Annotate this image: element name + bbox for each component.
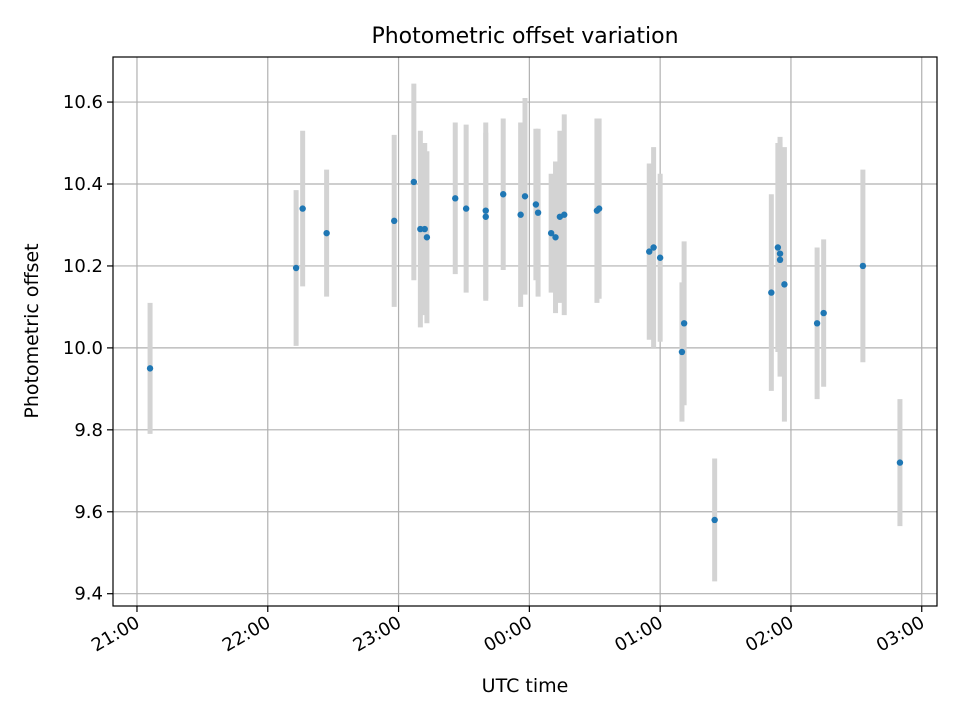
data-point bbox=[452, 195, 459, 202]
y-tick-label: 9.8 bbox=[74, 420, 103, 441]
data-point bbox=[776, 256, 784, 264]
data-point bbox=[813, 320, 821, 327]
data-point bbox=[774, 244, 782, 251]
y-tick-label: 10.2 bbox=[63, 256, 103, 277]
data-point bbox=[561, 211, 568, 218]
data-point bbox=[482, 207, 489, 214]
data-point bbox=[292, 264, 300, 272]
data-point bbox=[711, 516, 718, 524]
x-axis-label: UTC time bbox=[482, 675, 569, 697]
data-point bbox=[776, 250, 784, 257]
data-point bbox=[532, 201, 540, 208]
data-point bbox=[534, 209, 542, 216]
data-point bbox=[678, 348, 686, 356]
data-point bbox=[650, 244, 657, 251]
data-point bbox=[517, 211, 524, 218]
y-tick-label: 9.4 bbox=[74, 584, 103, 605]
data-point bbox=[410, 178, 418, 186]
y-axis-ticks: 9.4 9.6 9.8 10.0 10.2 10.4 10.6 bbox=[63, 92, 113, 605]
data-point bbox=[521, 193, 529, 200]
data-point bbox=[299, 205, 306, 212]
data-point bbox=[146, 365, 154, 372]
data-point bbox=[421, 225, 428, 233]
chart-title: Photometric offset variation bbox=[371, 24, 678, 49]
plot-area-frame bbox=[112, 56, 938, 607]
data-point bbox=[482, 213, 489, 220]
data-point bbox=[462, 205, 470, 212]
data-point bbox=[896, 459, 904, 466]
data-point bbox=[552, 234, 559, 241]
y-tick-label: 10.4 bbox=[63, 174, 103, 195]
data-point bbox=[547, 229, 555, 237]
y-tick-label: 10.6 bbox=[63, 92, 103, 113]
data-point bbox=[646, 248, 653, 255]
data-point bbox=[820, 309, 827, 317]
data-point bbox=[423, 234, 431, 241]
data-point bbox=[391, 217, 398, 225]
data-points bbox=[146, 178, 904, 524]
y-tick-label: 9.6 bbox=[74, 502, 103, 523]
data-point bbox=[323, 229, 330, 237]
y-tick-label: 10.0 bbox=[63, 338, 103, 359]
data-point bbox=[781, 281, 788, 288]
data-point bbox=[500, 191, 507, 198]
y-axis-label: Photometric offset bbox=[21, 243, 43, 418]
data-point bbox=[656, 254, 664, 261]
data-point bbox=[595, 205, 603, 212]
data-point bbox=[680, 320, 688, 327]
data-point bbox=[859, 262, 867, 270]
data-point bbox=[768, 289, 775, 296]
